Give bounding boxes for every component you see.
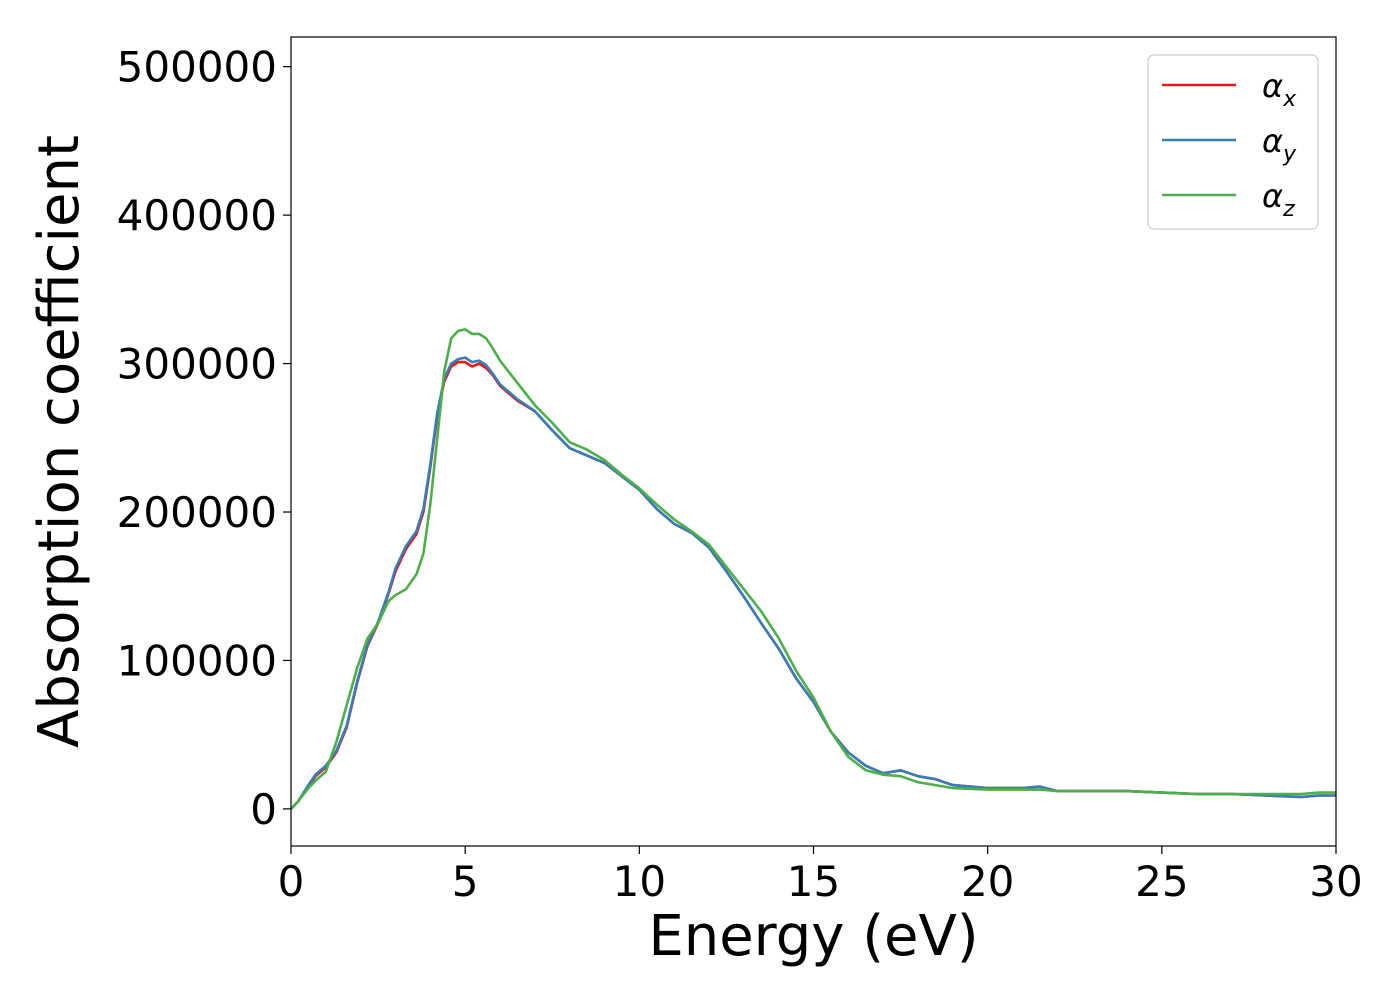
x-tick-label: 10 xyxy=(613,857,666,906)
x-tick-label: 20 xyxy=(961,857,1014,906)
y-axis-label: Absorption coefficient xyxy=(27,135,92,748)
legend-box xyxy=(1147,54,1319,230)
y-tick-label: 400000 xyxy=(117,191,277,240)
series-lines xyxy=(291,328,1336,811)
y-tick-label: 500000 xyxy=(117,43,277,92)
legend: αx αy αz xyxy=(1147,54,1319,230)
x-tick-label: 30 xyxy=(1309,857,1362,906)
y-tick-label: 0 xyxy=(250,785,277,834)
axis-ticks: 0 5 10 15 20 25 30 0 100000 200000 300000 400000 500… xyxy=(117,43,1363,906)
series-line-x xyxy=(291,360,1336,811)
series-line-z xyxy=(291,328,1336,811)
y-tick-label: 200000 xyxy=(117,488,277,537)
y-tick-label: 100000 xyxy=(117,636,277,685)
x-tick-label: 5 xyxy=(452,857,479,906)
series-line-y xyxy=(291,356,1336,811)
x-tick-label: 0 xyxy=(278,857,305,906)
legend-label-y: αy xyxy=(1262,122,1297,167)
legend-label-z: αz xyxy=(1262,177,1295,222)
legend-label-x: αx xyxy=(1262,67,1297,112)
y-tick-label: 300000 xyxy=(117,340,277,389)
x-tick-label: 15 xyxy=(787,857,840,906)
x-tick-label: 25 xyxy=(1135,857,1188,906)
x-axis-label: Energy (eV) xyxy=(648,904,978,969)
